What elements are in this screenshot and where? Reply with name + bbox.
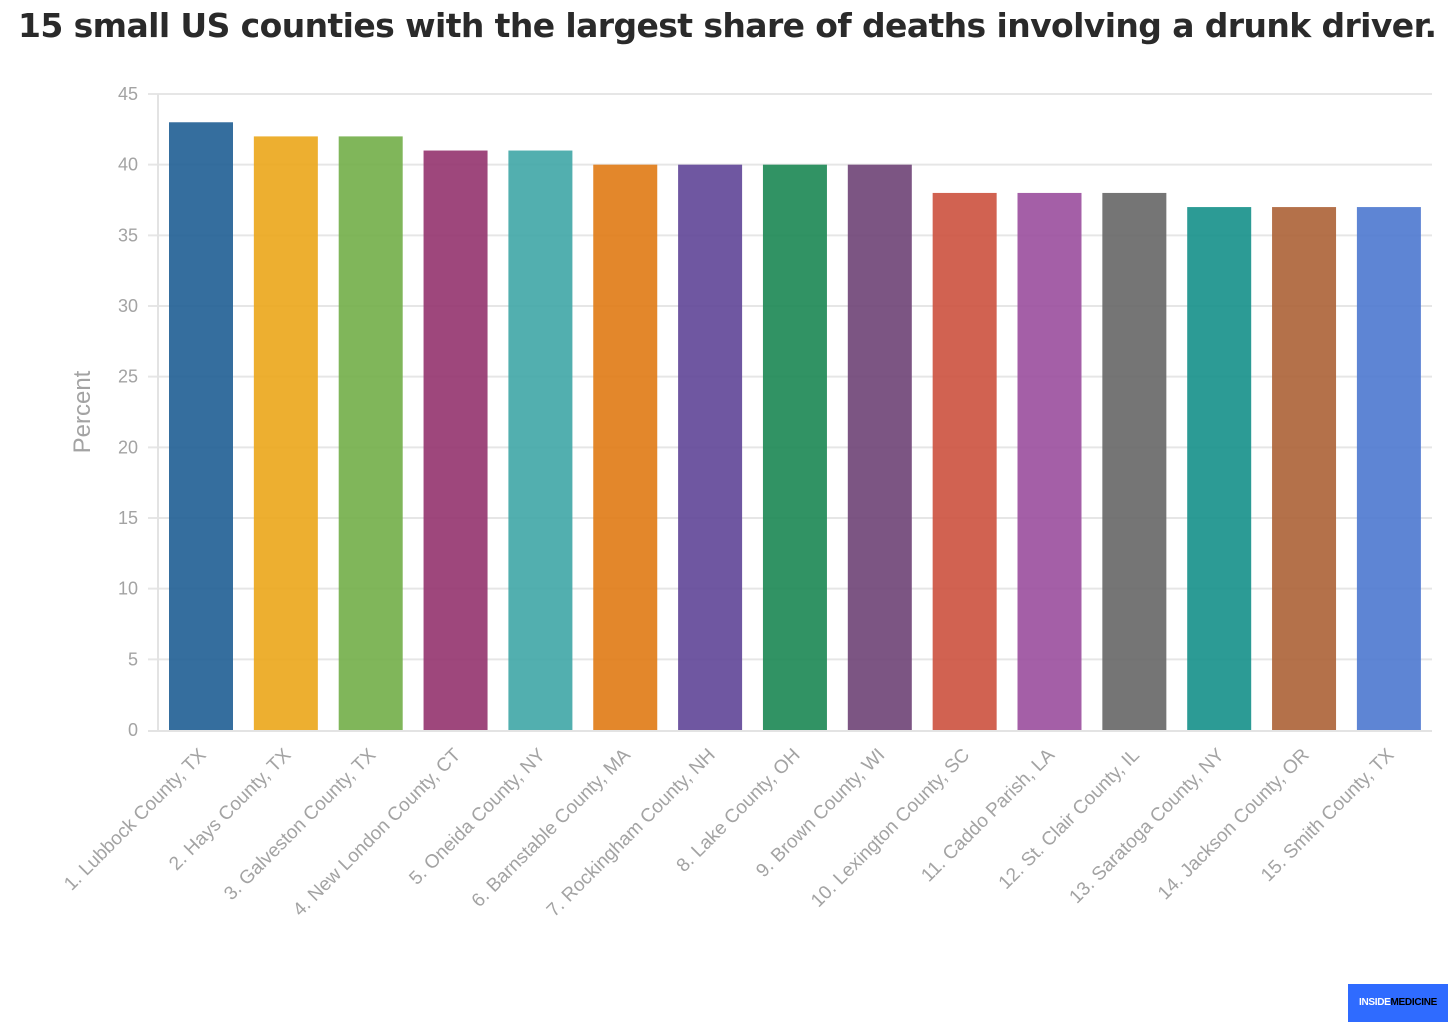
bar: 9. Brown County, WI: 40 (847, 164, 912, 730)
y-tick-label: 5 (128, 649, 138, 669)
y-tick-label: 35 (118, 225, 138, 245)
bar: 14. Jackson County, OR: 37 (1272, 207, 1337, 731)
bar: 7. Rockingham County, NH: 40 (678, 164, 743, 730)
x-tick-label: 4. New London County, CT (289, 744, 465, 920)
bar: 3. Galveston County, TX: 42 (338, 136, 403, 730)
x-tick-label: 12. St. Clair County, IL (995, 745, 1144, 894)
y-tick-label: 10 (118, 579, 138, 599)
x-tick-label: 6. Barnstable County, MA (468, 744, 635, 911)
inside-medicine-logo: INSIDE MEDICINE (1348, 984, 1448, 1022)
chart-title: 15 small US counties with the largest sh… (18, 6, 1437, 45)
bar: 2. Hays County, TX: 42 (253, 136, 318, 730)
y-tick-label: 20 (118, 437, 138, 457)
y-tick-label: 15 (118, 508, 138, 528)
y-tick-label: 25 (118, 367, 138, 387)
bar: 6. Barnstable County, MA: 40 (593, 164, 658, 730)
y-tick-label: 30 (118, 296, 138, 316)
y-tick-label: 45 (118, 84, 138, 104)
x-tick-label: 7. Rockingham County, NH (543, 745, 720, 922)
logo-word-medicine: MEDICINE (1390, 997, 1438, 1008)
logo-word-inside: INSIDE (1358, 997, 1391, 1008)
bar: 11. Caddo Parish, LA: 38 (1017, 192, 1082, 730)
axes (148, 94, 1432, 732)
bar: 1. Lubbock County, TX: 43 (169, 122, 233, 731)
x-tick-label: 14. Jackson County, OR (1154, 745, 1313, 904)
bar: 10. Lexington County, SC: 38 (932, 192, 997, 730)
y-tick-labels: 0 5 10 15 20 25 30 35 40 45 (118, 84, 138, 740)
bar: 12. St. Clair County, IL: 38 (1102, 192, 1167, 730)
y-axis-title: Percent (69, 370, 96, 453)
bar: 4. New London County, CT: 41 (423, 150, 488, 731)
bar: 5. Oneida County, NY: 41 (508, 150, 573, 731)
x-tick-label: 5. Oneida County, NY (405, 744, 550, 889)
x-tick-labels: 1. Lubbock County, TX2. Hays County, TX3… (60, 744, 1398, 921)
y-tick-label: 0 (128, 720, 138, 740)
y-tick-label: 40 (118, 155, 138, 175)
x-tick-label: 1. Lubbock County, TX (60, 744, 211, 895)
bar: 15. Smith County, TX: 37 (1356, 207, 1421, 731)
bar: 8. Lake County, OH: 40 (762, 164, 827, 730)
bars: 1. Lubbock County, TX: 43 2. Hays County,… (169, 122, 1421, 731)
bar: 13. Saratoga County, NY: 37 (1187, 207, 1252, 731)
x-tick-label: 3. Galveston County, TX (220, 744, 380, 904)
x-tick-label: 13. Saratoga County, NY (1066, 744, 1229, 907)
x-tick-label: 10. Lexington County, SC (807, 745, 974, 912)
